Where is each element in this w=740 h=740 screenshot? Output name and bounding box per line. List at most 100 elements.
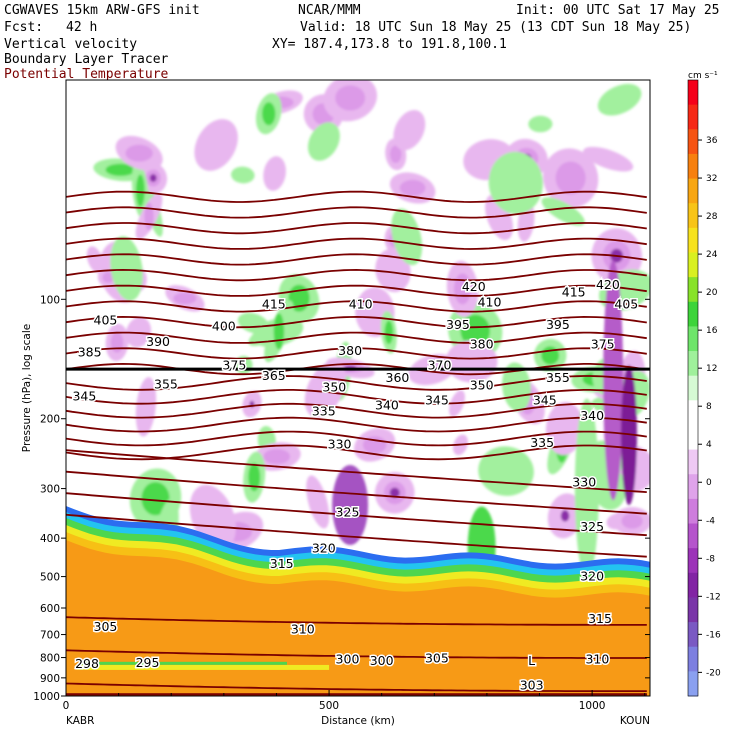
colorbar-label: -4 xyxy=(706,516,715,526)
colorbar-units: cm s⁻¹ xyxy=(688,71,718,81)
theta-contour xyxy=(66,470,647,515)
w-region-core xyxy=(555,161,586,195)
w-region-core xyxy=(384,320,394,345)
header-field-1: Vertical velocity xyxy=(4,37,138,52)
y-tick-label: 500 xyxy=(40,572,60,584)
w-region-core xyxy=(173,292,197,305)
theta-label: 345 xyxy=(533,393,557,408)
theta-label: 360 xyxy=(386,370,410,385)
plot-frame xyxy=(65,79,651,697)
w-column xyxy=(332,464,369,545)
colorbar-swatch xyxy=(688,424,698,451)
colorbar-swatch xyxy=(688,548,698,574)
theta-label: 305 xyxy=(94,619,118,634)
colorbar: cm s⁻¹ 36 32 28 24 20 16 12 8 4 0 -4 -8 -12 -16 -20 xyxy=(687,71,721,697)
theta-label: 330 xyxy=(572,475,596,490)
colorbar-swatch xyxy=(688,351,698,377)
w-region xyxy=(231,166,255,184)
theta-contour xyxy=(66,300,647,313)
theta-label: 303 xyxy=(520,677,544,692)
header-center: NCAR/MMM xyxy=(298,3,361,18)
theta-label: 320 xyxy=(312,541,336,556)
theta-label: 395 xyxy=(446,317,470,332)
w-column xyxy=(603,260,624,501)
colorbar-label: 32 xyxy=(706,174,717,184)
y-tick-label: 100 xyxy=(40,294,60,306)
y-tick-label: 300 xyxy=(40,484,60,496)
theta-label: 390 xyxy=(146,334,170,349)
theta-label: 305 xyxy=(425,651,449,666)
w-region xyxy=(545,401,584,456)
w-region xyxy=(304,361,346,418)
colorbar-label: 12 xyxy=(706,364,717,374)
theta-label: 385 xyxy=(78,344,102,359)
theta-contour xyxy=(66,513,647,558)
w-region xyxy=(135,377,157,437)
colorbar-label: 16 xyxy=(706,326,718,336)
theta-label: 300 xyxy=(336,652,360,667)
w-region-core xyxy=(335,85,366,111)
theta-label: 375 xyxy=(591,337,615,352)
header-field-3: Potential Temperature xyxy=(4,67,169,82)
w-region-core xyxy=(390,145,402,164)
header-init: Init: 00 UTC Sat 17 May 25 xyxy=(516,3,720,18)
theta-label: 325 xyxy=(580,519,604,534)
w-region xyxy=(307,122,340,161)
w-region-core xyxy=(248,463,261,492)
w-column xyxy=(620,365,637,506)
colorbar-swatch xyxy=(688,227,698,253)
colorbar-swatch xyxy=(688,153,698,180)
colorbar-swatch xyxy=(688,400,698,426)
theta-label: 395 xyxy=(546,317,570,332)
w-region-core xyxy=(262,102,276,126)
w-region-core xyxy=(125,144,153,162)
theta-label: 420 xyxy=(462,279,486,294)
theta-label: 415 xyxy=(562,284,586,299)
colorbar-label: 20 xyxy=(706,288,718,298)
left-station: KABR xyxy=(66,715,94,727)
theta-contour xyxy=(66,430,647,447)
colorbar-swatch xyxy=(688,178,698,204)
x-tick-label: 0 xyxy=(63,700,70,712)
colorbar-label: -16 xyxy=(706,630,721,640)
theta-contour xyxy=(66,190,647,203)
theta-label: 365 xyxy=(262,368,286,383)
theta-contours xyxy=(66,190,650,696)
colorbar-swatch xyxy=(688,326,698,352)
w-region-core xyxy=(460,314,490,347)
w-region-core xyxy=(102,271,115,283)
colorbar-swatch xyxy=(688,252,698,278)
w-region-core xyxy=(110,332,124,353)
w-region xyxy=(263,156,286,191)
w-region xyxy=(541,197,585,226)
w-region-peak xyxy=(149,174,157,182)
w-region-core xyxy=(273,313,285,350)
theta-label: 325 xyxy=(336,505,360,520)
theta-label: 405 xyxy=(614,296,638,311)
y-axis-title: Pressure (hPa), log scale xyxy=(21,324,33,452)
w-region xyxy=(375,248,411,293)
theta-label: 380 xyxy=(470,337,494,352)
theta-label: 330 xyxy=(328,436,352,451)
theta-contour xyxy=(66,682,647,692)
colorbar-swatch xyxy=(688,203,698,229)
theta-label: 295 xyxy=(136,655,160,670)
colorbar-label: -8 xyxy=(706,554,715,564)
colorbar-label: 0 xyxy=(706,478,712,488)
w-region xyxy=(502,362,531,412)
y-tick-label: 600 xyxy=(40,603,60,615)
theta-label: 300 xyxy=(370,653,394,668)
colorbar-label: 24 xyxy=(706,250,718,260)
w-region-core xyxy=(399,179,426,197)
pbl-shallow-band xyxy=(76,664,330,670)
w-region-core xyxy=(144,202,154,231)
y-tick-label: 900 xyxy=(40,673,60,685)
theta-label: 420 xyxy=(596,277,620,292)
colorbar-swatch xyxy=(688,523,698,549)
x-axis-title: Distance (km) xyxy=(321,715,395,727)
theta-label: 320 xyxy=(580,569,604,584)
w-region xyxy=(306,475,330,529)
header-xy: XY= 187.4,173.8 to 191.8,100.1 xyxy=(272,37,507,52)
w-region-core xyxy=(141,481,170,516)
